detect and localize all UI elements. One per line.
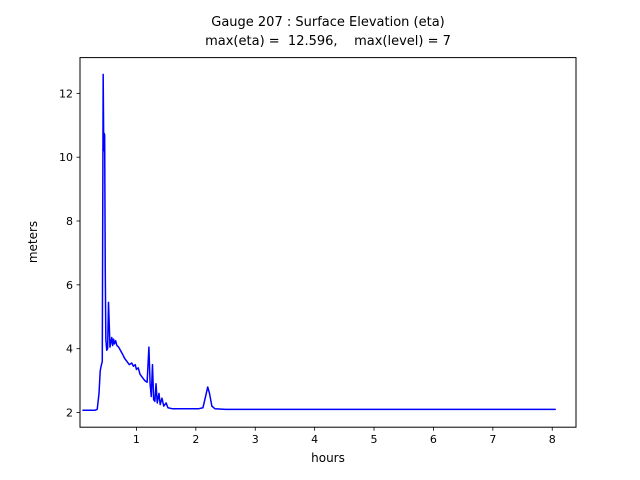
x-tick-label: 6 (430, 433, 437, 446)
x-tick-label: 8 (549, 433, 556, 446)
plot-border (79, 57, 577, 428)
x-tick-label: 1 (133, 433, 140, 446)
y-axis-label: meters (26, 221, 40, 263)
x-tick-label: 2 (192, 433, 199, 446)
y-tick-label: 12 (59, 87, 73, 100)
y-tick-label: 10 (59, 151, 73, 164)
x-tick-label: 7 (489, 433, 496, 446)
y-tick-label: 2 (66, 407, 73, 420)
x-tick-label: 4 (311, 433, 318, 446)
x-axis-label: hours (311, 451, 345, 465)
y-tick-label: 6 (66, 279, 73, 292)
data-line-eta (82, 73, 556, 412)
y-tick-label: 8 (66, 215, 73, 228)
chart-subtitle: max(eta) = 12.596, max(level) = 7 (205, 34, 451, 49)
x-tick-label: 3 (252, 433, 259, 446)
chart-title: Gauge 207 : Surface Elevation (eta) (211, 15, 445, 30)
y-tick-label: 4 (66, 343, 73, 356)
x-tick-label: 5 (371, 433, 378, 446)
